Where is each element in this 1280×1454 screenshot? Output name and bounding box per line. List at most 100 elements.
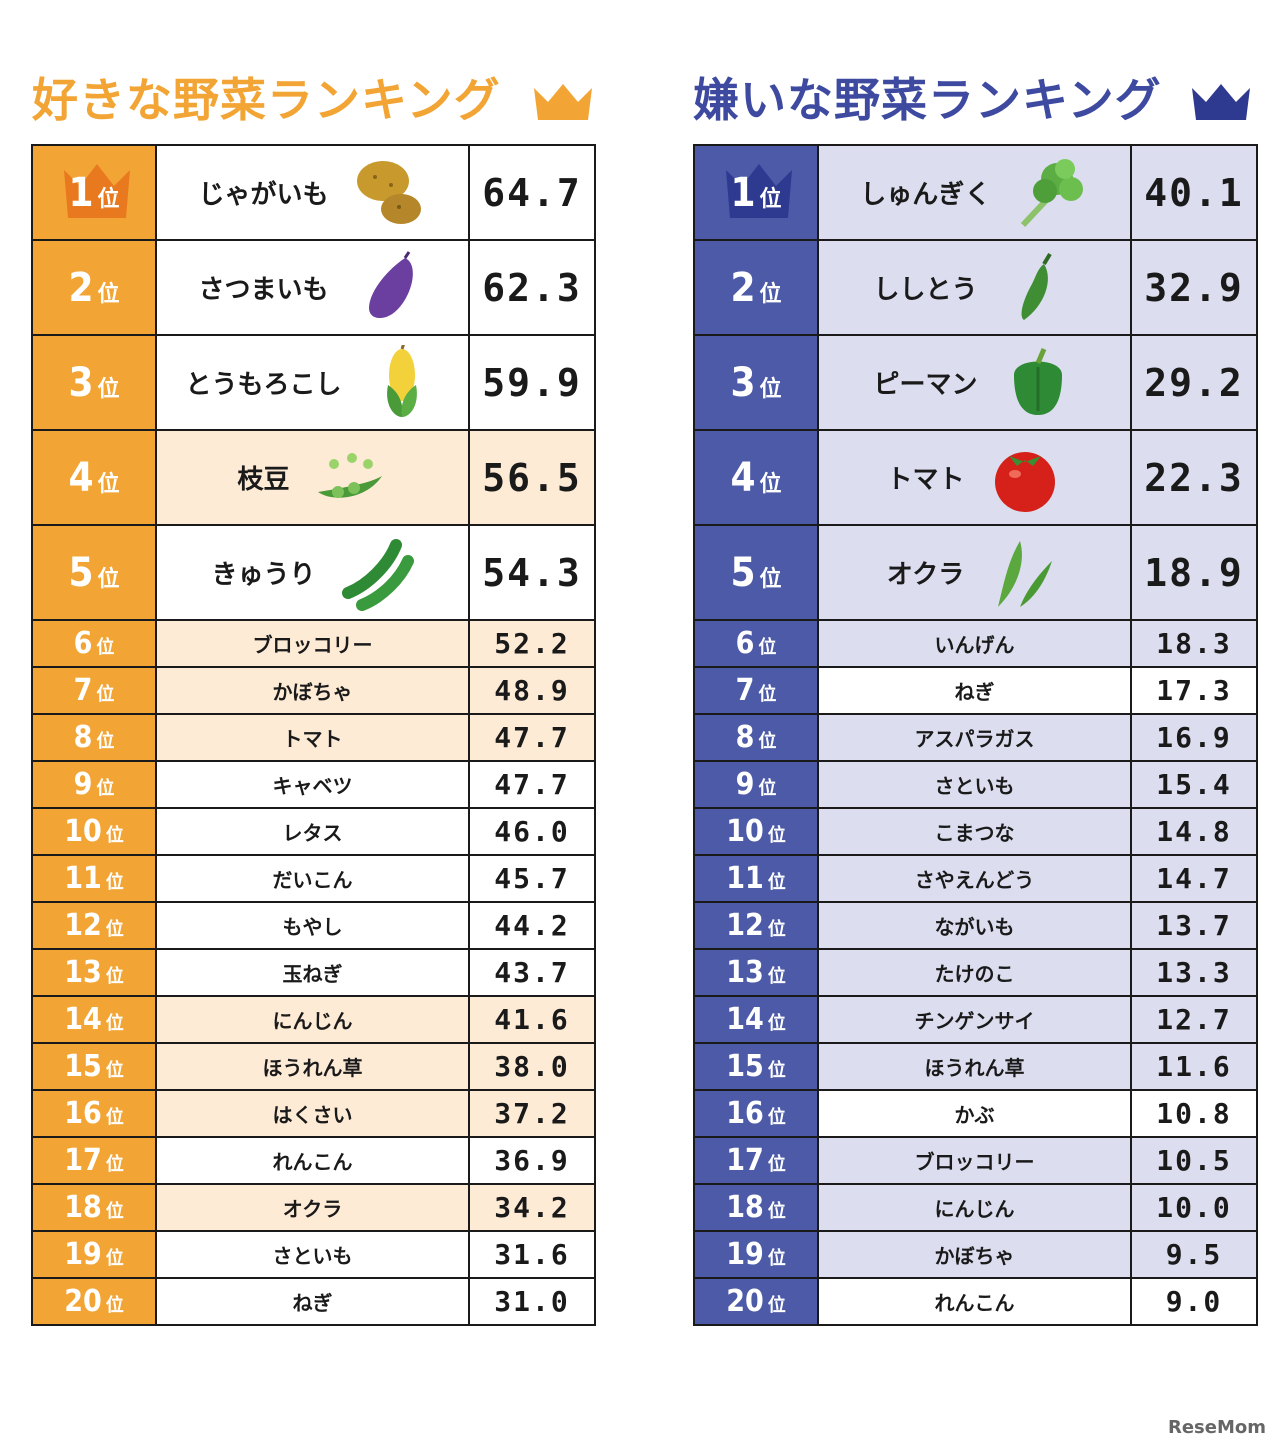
rank-cell: 17 位 — [31, 1136, 157, 1185]
vegetable-name: ねぎ — [292, 1291, 333, 1315]
rank-number: 11 — [64, 861, 102, 896]
table-row: 19 位 さといも 31.6 — [31, 1230, 596, 1279]
table-row: 20 位 ねぎ 31.0 — [31, 1277, 596, 1326]
rank-cell: 19 位 — [693, 1230, 819, 1279]
vegetable-name: さといも — [272, 1244, 353, 1268]
rank-cell: 15 位 — [693, 1042, 819, 1091]
vegetable-name: ながいも — [934, 915, 1015, 939]
rank-unit: 位 — [767, 1248, 786, 1269]
edamame-icon — [312, 440, 388, 516]
rank-cell: 14 位 — [693, 995, 819, 1044]
vegetable-name: じゃがいも — [198, 180, 329, 210]
percentage-value: 16.9 — [1130, 713, 1258, 762]
vegetable-name: 枝豆 — [237, 465, 290, 495]
name-cell: とうもろこし — [155, 334, 470, 431]
vegetable-name: いんげん — [934, 633, 1015, 657]
rank-number: 10 — [64, 814, 102, 849]
rank-cell: 12 位 — [31, 901, 157, 950]
rank-number: 6 — [73, 626, 93, 661]
rank-unit: 位 — [96, 684, 115, 705]
rank-number: 9 — [73, 767, 93, 802]
percentage-value: 10.0 — [1130, 1183, 1258, 1232]
table-row: 11 位 だいこん 45.7 — [31, 854, 596, 903]
percentage-value: 47.7 — [468, 760, 596, 809]
table-row: 9 位 さといも 15.4 — [693, 760, 1258, 809]
vegetable-name: たけのこ — [934, 962, 1015, 986]
corn-icon — [364, 342, 440, 421]
table-row: 14 位 にんじん 41.6 — [31, 995, 596, 1044]
crown-icon — [534, 84, 592, 120]
name-cell: さやえんどう — [817, 854, 1132, 903]
rank-unit: 位 — [758, 778, 777, 799]
percentage-value: 62.3 — [468, 239, 596, 336]
vegetable-name: かぶ — [954, 1103, 995, 1127]
name-cell: ながいも — [817, 901, 1132, 950]
table-row: 10 位 レタス 46.0 — [31, 807, 596, 856]
rank-unit: 位 — [759, 566, 782, 592]
rank-unit: 位 — [105, 966, 124, 987]
name-cell: 玉ねぎ — [155, 948, 470, 997]
rank-number: 7 — [73, 673, 93, 708]
crown-icon — [64, 163, 131, 218]
percentage-value: 11.6 — [1130, 1042, 1258, 1091]
resemom-logo: ReseMom — [1167, 1417, 1266, 1438]
name-cell: いんげん — [817, 619, 1132, 668]
rank-unit: 位 — [758, 731, 777, 752]
rank-cell: 20 位 — [31, 1277, 157, 1326]
percentage-value: 14.7 — [1130, 854, 1258, 903]
rank-unit: 位 — [767, 919, 786, 940]
rank-unit: 位 — [97, 376, 120, 402]
rank-cell: 10 位 — [31, 807, 157, 856]
rank-number: 4 — [68, 454, 94, 501]
name-cell: ねぎ — [155, 1277, 470, 1326]
vegetable-name: だいこん — [272, 868, 353, 892]
vegetable-name: にんじん — [272, 1009, 353, 1033]
rank-number: 4 — [730, 454, 756, 501]
vegetable-name: オクラ — [886, 560, 965, 590]
rank-unit: 位 — [97, 281, 120, 307]
rank-number: 19 — [726, 1237, 764, 1272]
vegetable-name: トマト — [282, 727, 343, 751]
rank-cell: 18 位 — [693, 1183, 819, 1232]
rank-number: 14 — [726, 1002, 764, 1037]
rank-unit: 位 — [105, 1060, 124, 1081]
rank-unit: 位 — [105, 1154, 124, 1175]
rank-number: 17 — [64, 1143, 102, 1178]
table-row: 15 位 ほうれん草 11.6 — [693, 1042, 1258, 1091]
table-row: 8 位 アスパラガス 16.9 — [693, 713, 1258, 762]
rank-number: 3 — [68, 359, 94, 406]
vegetable-name: ほうれん草 — [262, 1056, 363, 1080]
percentage-value: 14.8 — [1130, 807, 1258, 856]
percentage-value: 59.9 — [468, 334, 596, 431]
rank-cell: 15 位 — [31, 1042, 157, 1091]
rank-unit: 位 — [767, 825, 786, 846]
rank-cell: 17 位 — [693, 1136, 819, 1185]
rank-unit: 位 — [767, 1201, 786, 1222]
table-row: 1 位 しゅんぎく 40.1 — [693, 144, 1258, 241]
rank-unit: 位 — [105, 1013, 124, 1034]
name-cell: さといも — [155, 1230, 470, 1279]
percentage-value: 37.2 — [468, 1089, 596, 1138]
rank-unit: 位 — [767, 1060, 786, 1081]
green-pepper-icon — [1000, 345, 1076, 421]
table-row: 13 位 玉ねぎ 43.7 — [31, 948, 596, 997]
vegetable-name: ねぎ — [954, 680, 995, 704]
rank-number: 20 — [64, 1284, 102, 1319]
name-cell: じゃがいも — [155, 144, 470, 241]
rank-number: 3 — [730, 359, 756, 406]
name-cell: ブロッコリー — [817, 1136, 1132, 1185]
rank-unit: 位 — [105, 1201, 124, 1222]
name-cell: さといも — [817, 760, 1132, 809]
sweet-potato-icon — [351, 250, 427, 326]
name-cell: きゅうり — [155, 524, 470, 621]
name-cell: ブロッコリー — [155, 619, 470, 668]
vegetable-name: さといも — [934, 774, 1015, 798]
rank-number: 20 — [726, 1284, 764, 1319]
